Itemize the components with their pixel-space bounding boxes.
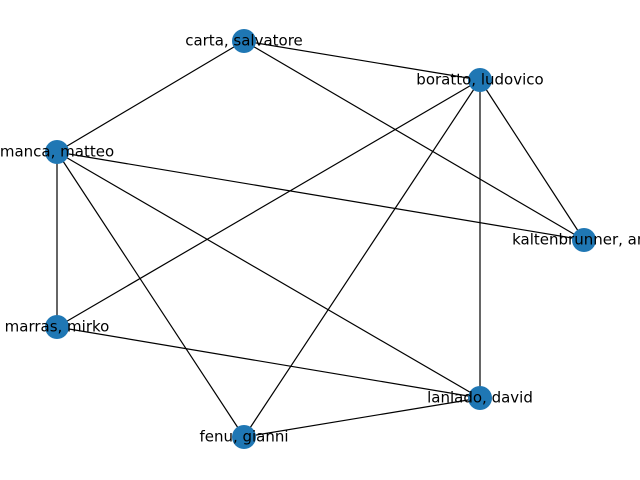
node-laniado: [468, 386, 492, 410]
node-layer: [45, 29, 596, 449]
edge-marras-laniado: [56, 326, 481, 399]
edge-boratto-fenu: [243, 79, 481, 438]
node-label-boratto: boratto, ludovico: [416, 71, 543, 89]
edge-carta-kaltenbrunner: [243, 40, 585, 241]
edge-boratto-kaltenbrunner: [479, 79, 585, 241]
node-kaltenbrunner: [572, 228, 596, 252]
node-label-manca: manca, matteo: [0, 143, 114, 161]
edge-manca-laniado: [56, 151, 481, 399]
node-marras: [45, 315, 69, 339]
edge-boratto-marras: [56, 79, 481, 328]
node-fenu: [232, 425, 256, 449]
node-label-carta: carta, salvatore: [185, 32, 303, 50]
node-carta: [232, 29, 256, 53]
edge-laniado-fenu: [243, 397, 481, 438]
node-label-marras: marras, mirko: [5, 318, 110, 336]
node-manca: [45, 140, 69, 164]
node-label-kaltenbrunner: kaltenbrunner, and: [512, 231, 640, 249]
node-label-laniado: laniado, david: [427, 389, 533, 407]
node-boratto: [468, 68, 492, 92]
edge-layer: [56, 40, 585, 438]
edge-manca-fenu: [56, 151, 245, 438]
node-label-fenu: fenu, gianni: [199, 428, 288, 446]
edge-carta-manca: [56, 40, 245, 153]
label-layer: carta, salvatore boratto, ludovico manca, …: [0, 32, 640, 446]
edge-manca-kaltenbrunner: [56, 151, 585, 241]
edge-carta-boratto: [243, 40, 481, 81]
